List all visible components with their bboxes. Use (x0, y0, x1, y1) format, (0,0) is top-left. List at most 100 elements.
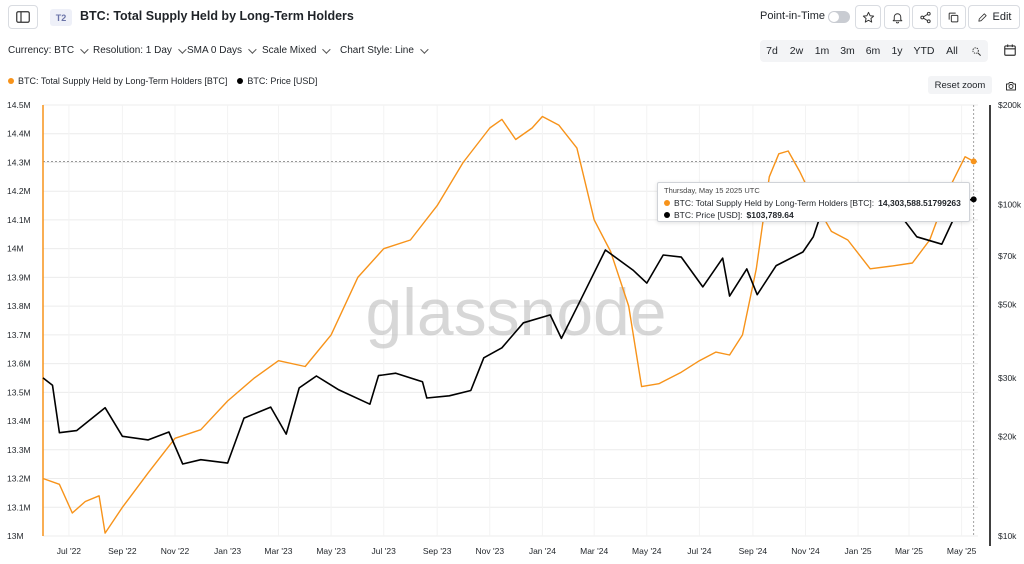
tooltip-supply-value: 14,303,588.51799263 (878, 198, 961, 208)
x-tick-label: Jul '23 (372, 546, 397, 556)
y-right-tick-label: $50k (998, 299, 1017, 309)
price-legend-label: BTC: Price [USD] (247, 76, 318, 86)
x-tick-label: Mar '25 (895, 546, 923, 556)
y-right-tick-label: $30k (998, 373, 1017, 383)
supply-legend-dot (8, 78, 14, 84)
supply-legend-label: BTC: Total Supply Held by Long-Term Hold… (18, 76, 228, 86)
sma-dropdown[interactable]: SMA 0 Days (187, 44, 257, 56)
price-hover-marker (970, 196, 977, 203)
duplicate-button[interactable] (940, 5, 966, 29)
tooltip-price-dot (664, 212, 670, 218)
grid-lines (43, 104, 978, 537)
calendar-button[interactable] (1003, 43, 1019, 59)
range-2w-button[interactable]: 2w (789, 45, 804, 57)
y-left-tick-label: 14.5M (7, 100, 31, 110)
range-1m-button[interactable]: 1m (814, 45, 830, 57)
alert-button[interactable] (884, 5, 910, 29)
x-tick-label: Jul '22 (57, 546, 82, 556)
y-left-tick-label: 14.2M (7, 186, 31, 196)
chevron-down-icon (248, 44, 257, 54)
range-6m-button[interactable]: 6m (865, 45, 881, 57)
x-tick-label: Jan '24 (529, 546, 556, 556)
edit-label: Edit (992, 11, 1012, 23)
y-left-tick-label: 14M (7, 244, 24, 254)
y-right-tick-label: $100k (998, 200, 1022, 210)
range-all-button[interactable]: All (946, 45, 958, 57)
currency-label: Currency: BTC (8, 45, 75, 56)
x-tick-label: Nov '23 (476, 546, 505, 556)
zoom-icon (971, 46, 981, 56)
chart-controls: Currency: BTC Resolution: 1 Day SMA 0 Da… (0, 40, 1024, 62)
x-tick-label: Mar '23 (264, 546, 292, 556)
resolution-label: Resolution: 1 Day (93, 45, 172, 56)
y-right-tick-label: $70k (998, 251, 1017, 261)
y-right-tick-label: $10k (998, 531, 1017, 541)
chart-plot[interactable]: glassnode 14.5M 14.4M 14.3M 14.2M 14.1M 14M 13… (0, 95, 1024, 564)
tooltip-supply-dot (664, 200, 670, 206)
y-left-tick-label: 13.1M (7, 502, 31, 512)
bell-icon (892, 12, 902, 23)
chevron-down-icon (322, 44, 332, 54)
tooltip-date: Thursday, May 15 2025 UTC (664, 186, 760, 195)
legend-item-supply[interactable]: BTC: Total Supply Held by Long-Term Hold… (8, 76, 227, 86)
x-tick-label: Sep '22 (108, 546, 137, 556)
x-tick-label: May '23 (316, 546, 346, 556)
x-tick-label: Nov '24 (791, 546, 820, 556)
y-left-tick-label: 14.1M (7, 215, 31, 225)
x-tick-label: May '24 (632, 546, 662, 556)
y-left-tick-label: 13.7M (7, 330, 31, 340)
legend-item-price[interactable]: BTC: Price [USD] (237, 76, 317, 86)
tooltip-price-value: $103,789.64 (746, 210, 794, 220)
x-tick-label: Sep '23 (423, 546, 452, 556)
y-left-tick-label: 13.6M (7, 359, 31, 369)
chevron-down-icon (80, 44, 89, 54)
range-1y-button[interactable]: 1y (891, 45, 903, 57)
scale-label: Scale Mixed (262, 45, 317, 56)
tooltip-price-label: BTC: Price [USD]: (674, 210, 743, 220)
chart-style-label: Chart Style: Line (340, 45, 414, 56)
sidebar-icon (16, 11, 30, 23)
favorite-button[interactable] (855, 5, 881, 29)
copy-icon (948, 12, 958, 22)
y-left-tick-label: 13.9M (7, 272, 31, 282)
y-left-tick-label: 13M (7, 531, 24, 541)
zoom-select-button[interactable] (964, 40, 988, 62)
chevron-down-icon (178, 44, 187, 54)
tier-badge: T2 (50, 9, 72, 26)
sidebar-toggle-button[interactable] (8, 5, 38, 29)
chart-style-dropdown[interactable]: Chart Style: Line (340, 44, 429, 56)
point-in-time-label: Point-in-Time (760, 10, 825, 22)
x-tick-label: Nov '22 (161, 546, 190, 556)
x-tick-label: Sep '24 (739, 546, 768, 556)
screenshot-button[interactable] (1005, 79, 1017, 91)
reset-zoom-button[interactable]: Reset zoom (928, 76, 992, 94)
range-ytd-button[interactable]: YTD (913, 45, 935, 57)
x-tick-label: Jan '25 (845, 546, 872, 556)
y-right-tick-label: $20k (998, 431, 1017, 441)
scale-dropdown[interactable]: Scale Mixed (262, 44, 332, 56)
range-3m-button[interactable]: 3m (840, 45, 855, 57)
top-bar: T2 BTC: Total Supply Held by Long-Term H… (0, 0, 1024, 34)
share-icon (919, 11, 931, 23)
y-left-tick-label: 14.3M (7, 157, 31, 167)
range-7d-button[interactable]: 7d (766, 45, 778, 57)
pencil-icon (977, 12, 987, 22)
point-in-time-toggle[interactable] (828, 11, 850, 23)
currency-dropdown[interactable]: Currency: BTC (8, 44, 89, 56)
tooltip-price-row: BTC: Price [USD]: $103,789.64 (664, 209, 963, 221)
y-left-tick-label: 13.2M (7, 474, 31, 484)
calendar-icon (1004, 44, 1016, 56)
share-button[interactable] (912, 5, 938, 29)
x-tick-label: Jul '24 (687, 546, 712, 556)
x-tick-label: Mar '24 (580, 546, 608, 556)
chart-legend: BTC: Total Supply Held by Long-Term Hold… (8, 74, 317, 88)
hover-markers (970, 158, 977, 203)
chevron-down-icon (420, 44, 429, 54)
star-icon (862, 11, 874, 23)
tooltip-supply-label: BTC: Total Supply Held by Long-Term Hold… (674, 198, 875, 208)
y-left-tick-label: 13.3M (7, 445, 31, 455)
resolution-dropdown[interactable]: Resolution: 1 Day (93, 44, 187, 56)
x-tick-label: May '25 (947, 546, 977, 556)
x-tick-label: Jan '23 (214, 546, 241, 556)
edit-button[interactable]: Edit (968, 5, 1020, 29)
